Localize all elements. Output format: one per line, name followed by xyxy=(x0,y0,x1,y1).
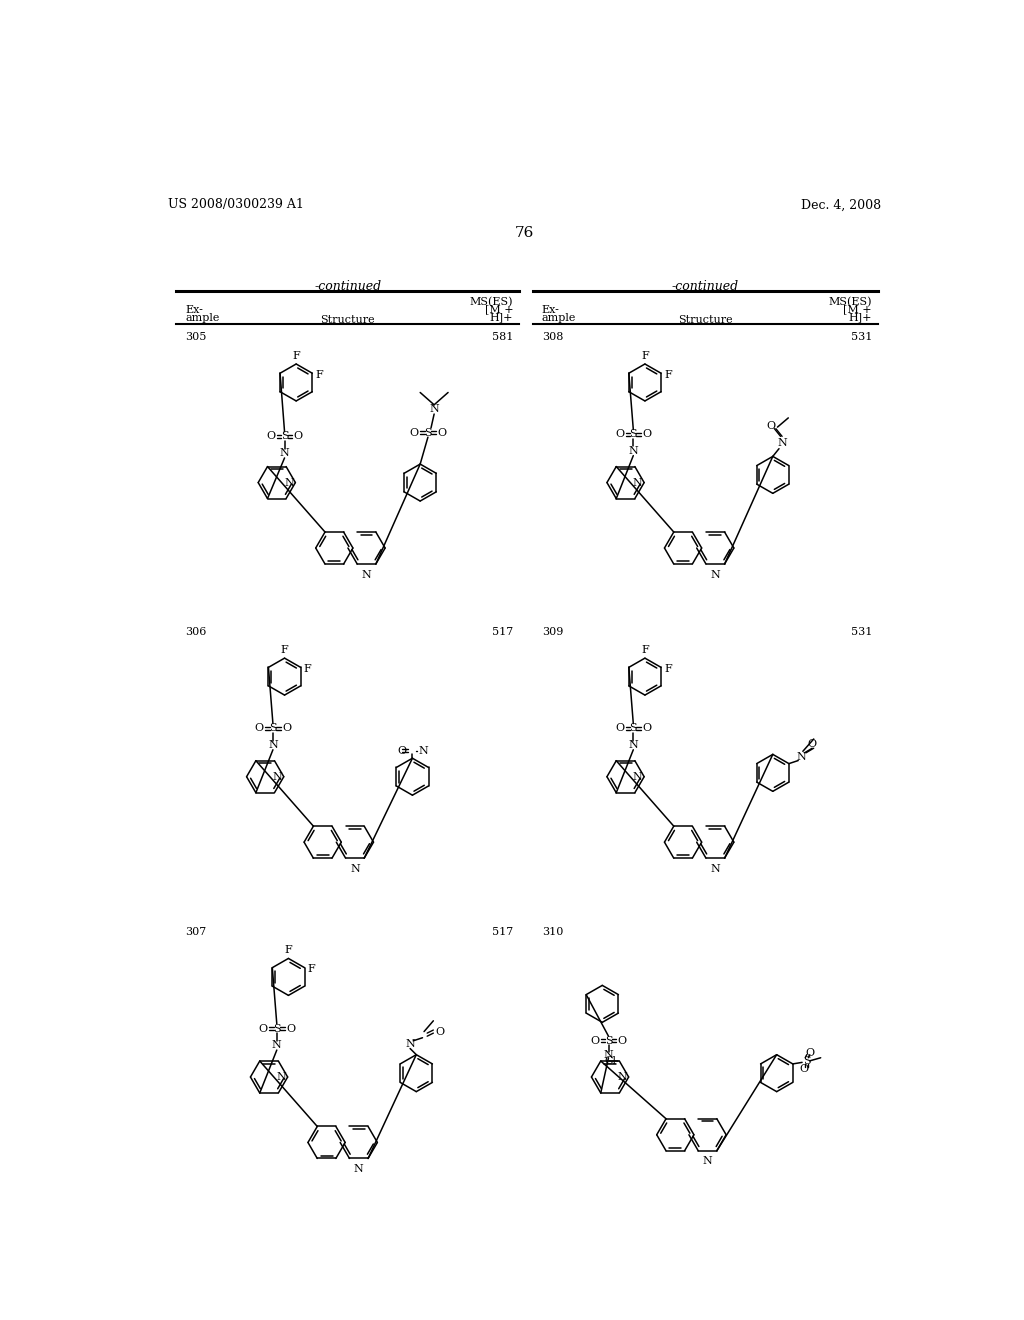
Text: F: F xyxy=(292,351,300,360)
Text: 517: 517 xyxy=(492,627,513,636)
Text: O: O xyxy=(437,428,446,437)
Text: F: F xyxy=(641,645,649,655)
Text: 531: 531 xyxy=(851,333,872,342)
Text: O: O xyxy=(255,723,263,733)
Text: N: N xyxy=(268,741,278,750)
Text: 517: 517 xyxy=(492,927,513,937)
Text: N: N xyxy=(633,478,643,487)
Text: Dec. 4, 2008: Dec. 4, 2008 xyxy=(801,198,882,211)
Text: S: S xyxy=(630,723,637,733)
Text: N: N xyxy=(284,478,294,487)
Text: F: F xyxy=(285,945,292,956)
Text: S: S xyxy=(605,1036,612,1045)
Text: O: O xyxy=(283,723,292,733)
Text: N: N xyxy=(777,437,787,447)
Text: S: S xyxy=(281,432,289,441)
Text: O: O xyxy=(258,1023,267,1034)
Text: H]+: H]+ xyxy=(489,313,513,322)
Text: N: N xyxy=(350,863,359,874)
Text: Ex-: Ex- xyxy=(185,305,203,315)
Text: O: O xyxy=(643,723,651,733)
Text: N: N xyxy=(272,772,283,781)
Text: N: N xyxy=(429,404,439,414)
Text: O: O xyxy=(805,1048,814,1059)
Text: 581: 581 xyxy=(492,333,513,342)
Text: O: O xyxy=(617,1036,627,1045)
Text: O: O xyxy=(643,429,651,440)
Text: N: N xyxy=(629,446,638,455)
Text: F: F xyxy=(641,351,649,360)
Text: N: N xyxy=(797,752,806,763)
Text: [M +: [M + xyxy=(484,305,513,314)
Text: 305: 305 xyxy=(185,333,207,342)
Text: O: O xyxy=(767,421,776,430)
Text: -continued: -continued xyxy=(314,280,381,293)
Text: Cl: Cl xyxy=(604,1056,616,1067)
Text: O: O xyxy=(590,1036,599,1045)
Text: 310: 310 xyxy=(542,927,563,937)
Text: 306: 306 xyxy=(185,627,207,636)
Text: 307: 307 xyxy=(185,927,207,937)
Text: N: N xyxy=(629,741,638,750)
Text: N: N xyxy=(354,1164,364,1173)
Text: [M +: [M + xyxy=(844,305,872,314)
Text: N: N xyxy=(276,1072,286,1082)
Text: N: N xyxy=(633,772,643,781)
Text: 531: 531 xyxy=(851,627,872,636)
Text: H]+: H]+ xyxy=(849,313,872,322)
Text: 308: 308 xyxy=(542,333,563,342)
Text: N: N xyxy=(419,746,428,755)
Text: N: N xyxy=(406,1039,415,1049)
Text: Structure: Structure xyxy=(678,314,733,325)
Text: MS(ES): MS(ES) xyxy=(828,297,872,308)
Text: F: F xyxy=(665,664,672,675)
Text: N: N xyxy=(280,449,290,458)
Text: O: O xyxy=(294,432,303,441)
Text: N: N xyxy=(711,570,720,579)
Text: S: S xyxy=(424,428,432,437)
Text: -continued: -continued xyxy=(672,280,739,293)
Text: O: O xyxy=(435,1027,444,1036)
Text: S: S xyxy=(273,1023,281,1034)
Text: 309: 309 xyxy=(542,627,563,636)
Text: Ex-: Ex- xyxy=(542,305,560,315)
Text: S: S xyxy=(630,429,637,440)
Text: F: F xyxy=(307,964,315,974)
Text: N: N xyxy=(603,1049,613,1060)
Text: Structure: Structure xyxy=(321,314,375,325)
Text: ample: ample xyxy=(185,313,220,323)
Text: US 2008/0300239 A1: US 2008/0300239 A1 xyxy=(168,198,304,211)
Text: S: S xyxy=(803,1056,811,1065)
Text: N: N xyxy=(272,1040,282,1051)
Text: N: N xyxy=(617,1072,627,1082)
Text: 76: 76 xyxy=(515,226,535,240)
Text: O: O xyxy=(397,746,407,755)
Text: N: N xyxy=(711,863,720,874)
Text: F: F xyxy=(315,370,324,380)
Text: O: O xyxy=(266,432,275,441)
Text: O: O xyxy=(410,428,419,437)
Text: F: F xyxy=(665,370,672,380)
Text: O: O xyxy=(286,1023,295,1034)
Text: N: N xyxy=(361,570,372,579)
Text: F: F xyxy=(281,645,289,655)
Text: O: O xyxy=(808,739,817,748)
Text: ample: ample xyxy=(542,313,577,323)
Text: O: O xyxy=(614,429,624,440)
Text: N: N xyxy=(702,1156,713,1167)
Text: MS(ES): MS(ES) xyxy=(470,297,513,308)
Text: S: S xyxy=(269,723,276,733)
Text: O: O xyxy=(799,1064,808,1073)
Text: O: O xyxy=(614,723,624,733)
Text: F: F xyxy=(304,664,311,675)
